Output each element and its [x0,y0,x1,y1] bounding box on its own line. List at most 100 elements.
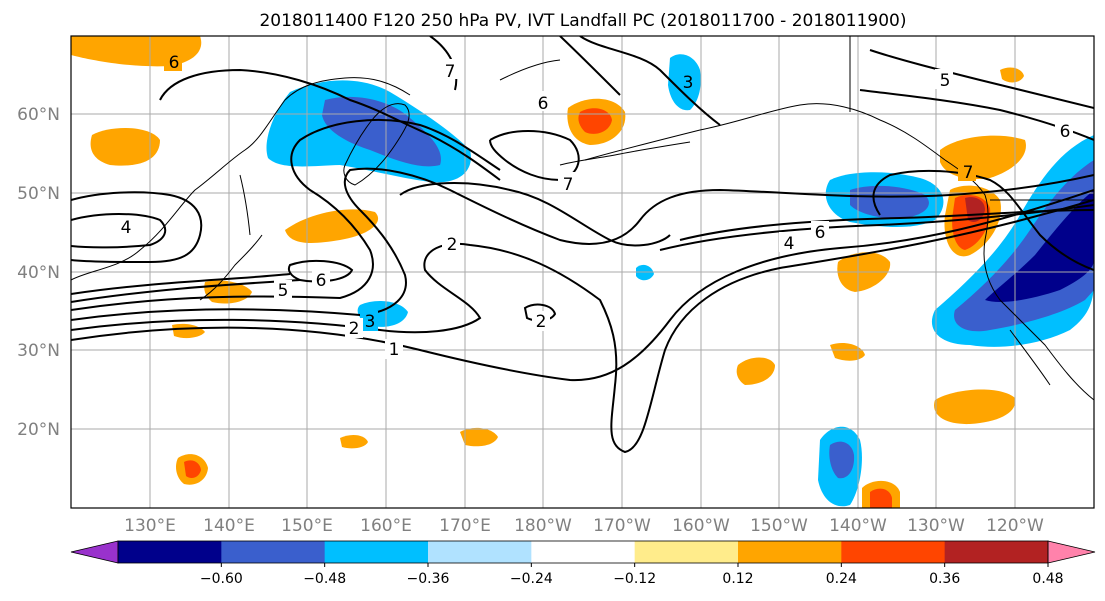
lon-label: 150°W [750,516,808,536]
pv-contour-18 [579,36,721,126]
coast-asia [71,77,411,281]
pv-contour-12 [399,182,671,247]
lat-label: 40°N [17,263,60,283]
colorbar-segment [428,541,532,563]
contour-label: 5 [940,71,951,91]
colorbar-segment [118,541,222,563]
colorbar-segment [841,541,946,563]
colorbar-segment [531,541,636,563]
colorbar-tick-label: −0.36 [407,571,450,587]
pv-contour-2 [71,199,1094,454]
colorbar-frame [117,540,1049,564]
positive-anomaly-bering-sea-core [578,108,612,134]
positive-anomaly-japan-north [90,128,160,166]
pv-contour-13 [159,68,501,181]
shaded-anomalies [71,36,1094,508]
contour-label: 2 [447,235,458,255]
colorbar-tick-label: −0.60 [200,571,243,587]
lon-label: 160°E [360,516,412,536]
contour-label: 7 [563,175,574,195]
graticule [71,36,1094,508]
contour-label: 7 [445,62,456,82]
contour-label: 6 [169,53,180,73]
coast-alaska [499,59,946,161]
coast-sakhalin [239,174,251,236]
colorbar-tick-label: 0.36 [929,571,960,587]
pv-contour-1 [71,189,1094,382]
lon-label: 130°E [124,516,176,536]
negative-anomaly-bering [668,54,701,111]
pv-contour-8 [71,213,167,249]
positive-anomaly-hawaii-north [736,357,775,385]
colorbar-tick-label: −0.12 [613,571,656,587]
map-title: 2018011400 F120 250 hPa PV, IVT Landfall… [259,11,906,31]
colorbar-arrow-max [1047,540,1096,564]
positive-anomaly-marianas [340,434,368,449]
lon-label: 120°W [986,516,1044,536]
lon-label: 140°E [203,516,255,536]
lat-axis: 60°N 50°N 40°N 30°N 20°N [17,105,60,440]
colorbar-ticks: −0.60 −0.48 −0.36 −0.24 −0.12 0.12 0.24 0.36 0.4… [200,563,1064,587]
lat-label: 20°N [17,420,60,440]
coast-baja [1009,329,1051,386]
colorbar-tick-label: −0.48 [303,571,346,587]
coast-japan [199,234,263,301]
lon-label: 170°E [439,516,491,536]
colorbar-segment [634,541,739,563]
positive-anomaly-wake [460,427,498,447]
contour-label: 2 [349,319,360,339]
contour-label: 3 [683,73,694,93]
map-panel: 6 7 6 3 5 6 4 7 2 6 4 [70,35,1095,509]
lon-label: 150°E [281,516,333,536]
lat-label: 50°N [17,184,60,204]
positive-anomaly-hawaii-ne [830,343,865,361]
contour-label: 3 [365,312,376,332]
colorbar-tick-label: 0.24 [826,571,857,587]
contour-label: 7 [963,163,974,183]
positive-anomaly-philippine-sea-core [184,460,201,478]
positive-anomaly-baja [934,389,1016,425]
colorbar-segment [944,541,1049,563]
colorbar [70,540,1096,564]
lat-label: 60°N [17,105,60,125]
pv-contour-7 [71,191,203,264]
contour-label: 2 [536,312,547,332]
negative-anomaly-gulf-of-alaska-core [850,185,929,219]
pv-contour-6 [71,209,1094,295]
lat-label: 30°N [17,341,60,361]
colorbar-segment [738,541,842,563]
contour-label: 1 [389,340,400,360]
pv-contour-4 [71,119,501,311]
pv-contour-14 [872,169,1094,271]
lon-label: 130°W [907,516,965,536]
lon-label: 180°W [514,516,572,536]
contour-label: 4 [784,234,795,254]
pv-contour-15 [869,49,1094,109]
contour-labels: 6 7 6 3 5 6 4 7 2 6 4 [117,51,1073,360]
contour-label: 6 [815,223,826,243]
negative-anomaly-us-west-coast-core [985,190,1094,302]
contour-label: 4 [121,218,132,238]
lon-label: 140°W [829,516,887,536]
colorbar-segment [221,541,326,563]
colorbar-tick-label: 0.12 [722,571,753,587]
positive-anomaly-top-right [1000,67,1024,83]
negative-anomaly-small-2 [636,264,654,281]
colorbar-arrow-min [70,540,119,564]
contour-label: 6 [1060,122,1071,142]
lon-label: 160°W [672,516,730,536]
positive-anomaly-kuril [285,209,379,243]
map-frame [70,35,1095,509]
lon-axis: 130°E 140°E 150°E 160°E 170°E 180°W 170°… [124,516,1044,536]
contour-label: 6 [316,271,327,291]
pv-contour-9 [287,259,354,283]
lon-label: 170°W [593,516,651,536]
contour-label: 5 [278,281,289,301]
negative-anomaly-hawaii-south-core [829,441,855,479]
contour-label: 6 [538,94,549,114]
colorbar-tick-label: −0.24 [510,571,553,587]
colorbar-segment [324,541,429,563]
colorbar-tick-label: 0.48 [1032,571,1063,587]
positive-anomaly-south-central-core [870,488,892,508]
